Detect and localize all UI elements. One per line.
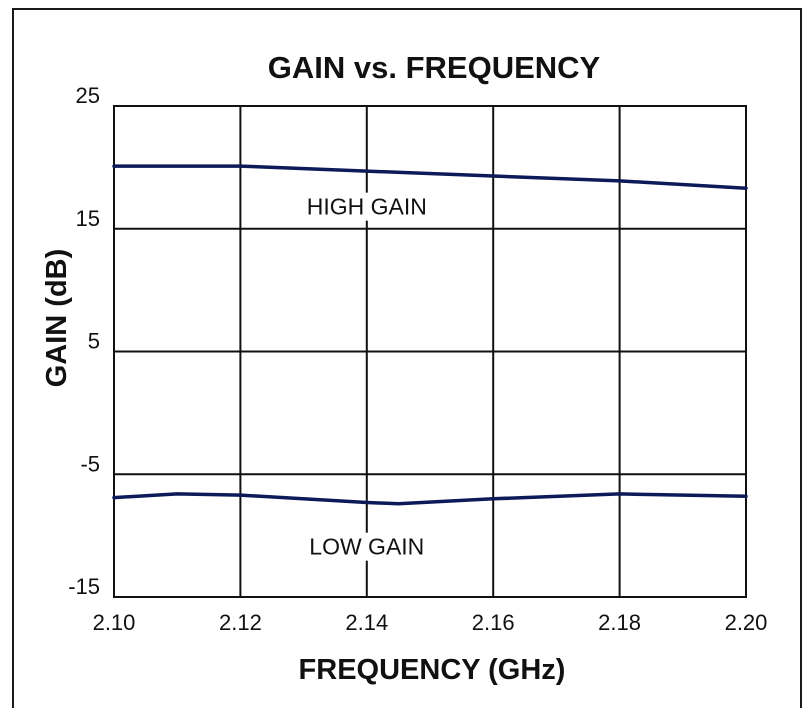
series-lines	[112, 164, 748, 506]
x-tick-label: 2.20	[725, 610, 768, 635]
chart-title: GAIN vs. FREQUENCY	[268, 50, 601, 85]
y-tick-labels: 25 15 5 -5 -15	[68, 83, 100, 599]
low-gain-line	[112, 492, 748, 506]
y-tick-label: 5	[88, 329, 100, 354]
y-tick-label: 25	[76, 83, 100, 108]
chart-frame	[12, 8, 802, 708]
x-tick-label: 2.12	[219, 610, 262, 635]
y-tick-label: -15	[68, 574, 100, 599]
x-tick-labels: 2.10 2.12 2.14 2.16 2.18 2.20	[93, 610, 768, 635]
y-axis-label: GAIN (dB)	[41, 249, 73, 388]
x-tick-label: 2.18	[598, 610, 641, 635]
low-gain-label-background	[306, 532, 428, 561]
x-tick-label: 2.10	[93, 610, 136, 635]
high-gain-line	[112, 164, 748, 190]
high-gain-annotation: HIGH GAIN	[307, 194, 427, 220]
x-tick-label: 2.14	[345, 610, 388, 635]
grid	[113, 105, 747, 598]
y-tick-label: -5	[80, 451, 100, 476]
x-axis-label: FREQUENCY (GHz)	[299, 654, 566, 686]
plot-area-border	[113, 105, 747, 598]
low-gain-annotation: LOW GAIN	[309, 534, 424, 560]
high-gain-label-background	[303, 192, 430, 221]
y-tick-label: 15	[76, 206, 100, 231]
x-tick-label: 2.16	[472, 610, 515, 635]
